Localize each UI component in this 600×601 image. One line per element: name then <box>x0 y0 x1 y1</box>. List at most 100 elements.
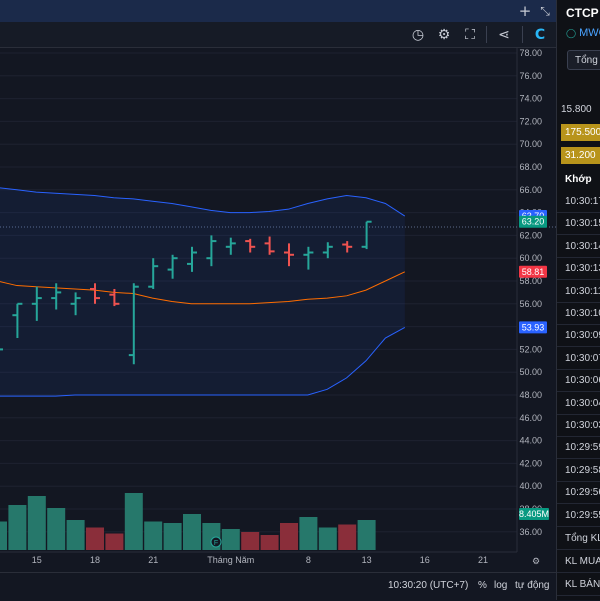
volume-bar <box>299 517 318 550</box>
price-tick-label: 40.00 <box>519 481 542 491</box>
volume-bar <box>280 523 298 550</box>
price-tag <box>519 265 547 278</box>
toolbar-separator <box>486 26 487 43</box>
volume-bar <box>318 527 337 550</box>
collapse-icon[interactable]: ⤡ <box>540 4 550 18</box>
volume-tag <box>519 508 549 520</box>
volume-bar <box>163 523 182 550</box>
gear-icon[interactable]: ⚙ <box>437 27 451 43</box>
price-tick-label: 46.00 <box>519 413 542 423</box>
matched-header: Khớp <box>565 174 592 185</box>
volume-bar <box>221 529 240 550</box>
time-tick-label: 13 <box>362 555 372 565</box>
symbol-text: MWG <box>579 27 600 39</box>
trade-time-row: 10:30:07 <box>557 348 600 370</box>
price-tag-label: 58.81 <box>522 267 545 277</box>
floor-price-badge: 31.200 <box>561 147 600 164</box>
tab-total[interactable]: Tổng <box>567 50 600 70</box>
trade-time-row: 10:30:10 <box>557 303 600 325</box>
plus-icon[interactable]: + <box>518 2 532 20</box>
price-tick-label: 60.00 <box>519 253 542 263</box>
volume-bar <box>86 527 104 550</box>
price-tick-label: 66.00 <box>519 185 542 195</box>
time-tick-label: 16 <box>420 555 430 565</box>
price-tick-label: 50.00 <box>519 367 542 377</box>
time-tick-label: 18 <box>90 555 100 565</box>
price-chart[interactable]: 78.0076.0074.0072.0070.0068.0066.0064.00… <box>0 47 556 572</box>
price-tick-label: 72.00 <box>519 116 542 126</box>
trade-time-row: 10:29:58 <box>557 460 600 482</box>
financial-event-label: F <box>214 540 218 547</box>
trade-time-row: 10:30:14 <box>557 236 600 258</box>
volume-bar <box>124 493 143 550</box>
price-tick-label: 68.00 <box>519 162 542 172</box>
trade-time-row: 10:30:11 <box>557 281 600 303</box>
volume-bars <box>0 493 376 550</box>
volume-summary-row: Tổng KL <box>557 528 600 550</box>
trade-time-row: 10:29:59 <box>557 437 600 460</box>
volume-bar <box>260 535 279 550</box>
bollinger-bands <box>0 187 406 397</box>
share-icon[interactable]: ⋖ <box>498 27 510 43</box>
price-tick-label: 44.00 <box>519 436 542 446</box>
volume-bar <box>144 521 163 550</box>
volume-bar <box>0 521 7 550</box>
axis-settings-icon[interactable]: ⚙ <box>532 556 540 566</box>
volume-bar <box>8 505 27 550</box>
price-tag <box>519 215 547 228</box>
price-tag-label: 53.93 <box>522 322 545 332</box>
reference-price: 15.800 <box>561 104 592 115</box>
trade-time-row: 10:30:03 <box>557 415 600 437</box>
trade-time-row: 10:29:55 <box>557 505 600 527</box>
price-tick-label: 74.00 <box>519 94 542 104</box>
price-tick-label: 76.00 <box>519 71 542 81</box>
lower-band-line <box>0 326 406 397</box>
percent-toggle[interactable]: % <box>478 580 487 591</box>
basis-line <box>0 271 406 305</box>
volume-bar <box>27 496 46 550</box>
candles <box>0 220 372 365</box>
volume-tag-label: 8.405M <box>519 509 549 519</box>
price-tick-label: 48.00 <box>519 390 542 400</box>
upper-band-line <box>0 187 406 217</box>
top-bar: + ⤡ <box>0 0 556 23</box>
order-book-panel: CTCP I ◯ MWG Tổng 15.800 175.500 31.200 … <box>556 0 600 600</box>
volume-bar <box>183 514 201 550</box>
trade-time-row: 10:30:09 <box>557 325 600 348</box>
auto-scale-toggle[interactable]: tự động <box>515 580 550 591</box>
symbol-label[interactable]: ◯ MWG <box>566 27 600 39</box>
time-tick-label: 8 <box>306 555 311 565</box>
trade-time-row: 10:30:15 <box>557 213 600 236</box>
volume-bar <box>47 508 66 550</box>
price-tick-label: 42.00 <box>519 458 542 468</box>
volume-bar <box>357 520 376 550</box>
price-tick-label: 62.00 <box>519 230 542 240</box>
bottom-bar: 10:30:20 (UTC+7) % log tự động <box>0 572 556 601</box>
price-tick-label: 52.00 <box>519 344 542 354</box>
trade-time-row: 10:30:04 <box>557 393 600 415</box>
volume-summary-row: KL BÁN <box>557 574 600 596</box>
trade-time-row: 10:29:56 <box>557 482 600 505</box>
time-tick-label: Tháng Năm <box>207 555 254 565</box>
band-fill <box>0 187 405 397</box>
log-toggle[interactable]: log <box>494 580 508 591</box>
logo-icon[interactable]: C <box>534 27 546 43</box>
price-axis: 78.0076.0074.0072.0070.0068.0066.0064.00… <box>519 48 542 537</box>
volume-summary-row: KL MUA <box>557 551 600 573</box>
time-tick-label: 21 <box>148 555 158 565</box>
trade-time-row: 10:30:13 <box>557 258 600 281</box>
volume-bar <box>66 520 85 550</box>
volume-bar <box>338 524 357 550</box>
price-tick-label: 58.00 <box>519 276 542 286</box>
price-tag-label: 63.20 <box>522 217 545 227</box>
chart-toolbar: ◷ ⚙ ⛶ ⋖ C <box>0 22 556 48</box>
timezone-time[interactable]: 10:30:20 (UTC+7) <box>388 580 469 591</box>
trade-time-row: 10:30:06 <box>557 370 600 393</box>
toolbar-separator <box>522 26 523 43</box>
time-tick-label: 15 <box>32 555 42 565</box>
fullscreen-icon[interactable]: ⛶ <box>465 27 475 43</box>
company-title: CTCP I <box>566 6 600 20</box>
alert-clock-icon[interactable]: ◷ <box>411 27 425 43</box>
ceiling-price-badge: 175.500 <box>561 124 600 141</box>
